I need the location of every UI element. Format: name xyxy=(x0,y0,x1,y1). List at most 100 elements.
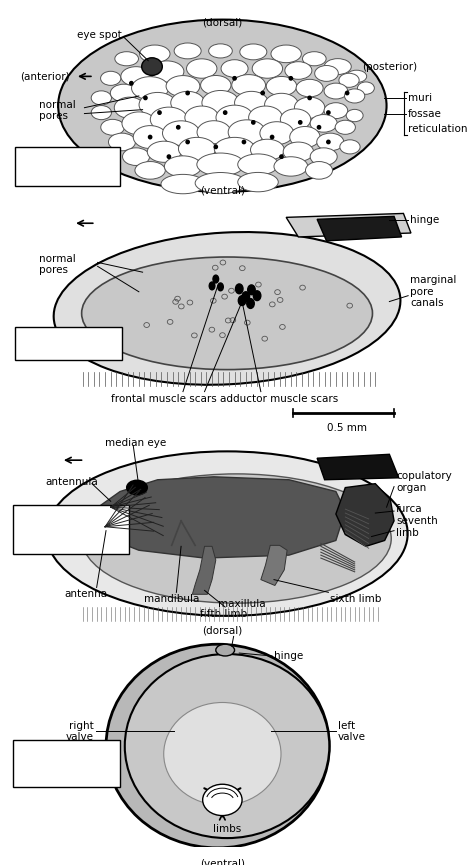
Ellipse shape xyxy=(54,232,401,385)
Ellipse shape xyxy=(224,111,227,114)
FancyBboxPatch shape xyxy=(15,327,122,361)
Ellipse shape xyxy=(135,162,165,179)
Ellipse shape xyxy=(106,644,329,848)
Ellipse shape xyxy=(142,58,162,75)
Ellipse shape xyxy=(187,59,217,78)
Ellipse shape xyxy=(213,275,219,283)
Ellipse shape xyxy=(163,121,200,145)
Ellipse shape xyxy=(233,77,236,80)
Ellipse shape xyxy=(150,107,187,131)
Ellipse shape xyxy=(271,135,273,138)
Text: copulatory
organ: copulatory organ xyxy=(396,471,452,492)
Ellipse shape xyxy=(147,141,181,163)
Ellipse shape xyxy=(203,785,242,816)
Ellipse shape xyxy=(339,74,359,87)
Text: antennula: antennula xyxy=(45,477,98,487)
Ellipse shape xyxy=(266,76,297,96)
Ellipse shape xyxy=(248,285,255,295)
Text: (dorsal): (dorsal) xyxy=(202,17,243,28)
Text: 0.5 mm: 0.5 mm xyxy=(327,423,367,433)
Ellipse shape xyxy=(214,138,255,160)
Ellipse shape xyxy=(327,111,330,114)
Ellipse shape xyxy=(335,120,356,134)
Text: (ventral): (ventral) xyxy=(200,186,245,195)
Ellipse shape xyxy=(209,282,215,290)
Ellipse shape xyxy=(100,71,121,86)
Ellipse shape xyxy=(271,45,301,62)
Ellipse shape xyxy=(289,77,292,80)
Ellipse shape xyxy=(249,106,283,129)
Ellipse shape xyxy=(115,52,138,66)
Ellipse shape xyxy=(148,135,152,138)
Ellipse shape xyxy=(197,121,231,144)
Polygon shape xyxy=(261,545,287,586)
Ellipse shape xyxy=(251,139,284,160)
Ellipse shape xyxy=(228,120,265,144)
Ellipse shape xyxy=(340,140,360,154)
Ellipse shape xyxy=(82,257,373,369)
Ellipse shape xyxy=(123,148,150,165)
Ellipse shape xyxy=(315,66,338,81)
Text: fifth limb: fifth limb xyxy=(200,609,247,619)
Ellipse shape xyxy=(216,106,253,130)
Ellipse shape xyxy=(308,96,311,99)
FancyBboxPatch shape xyxy=(13,740,120,787)
Ellipse shape xyxy=(150,61,184,82)
FancyArrowPatch shape xyxy=(228,788,240,814)
Ellipse shape xyxy=(294,97,325,119)
Text: furca: furca xyxy=(396,504,422,514)
Ellipse shape xyxy=(144,96,147,99)
Ellipse shape xyxy=(174,43,201,59)
Ellipse shape xyxy=(346,109,363,122)
Text: schematic
diagram
of section: schematic diagram of section xyxy=(40,747,93,780)
Ellipse shape xyxy=(346,92,349,95)
Text: frontal muscle scars: frontal muscle scars xyxy=(111,394,217,404)
Ellipse shape xyxy=(121,67,151,86)
Ellipse shape xyxy=(283,142,314,162)
Ellipse shape xyxy=(296,80,323,97)
Text: muri: muri xyxy=(408,93,432,103)
Ellipse shape xyxy=(302,52,326,66)
Ellipse shape xyxy=(290,126,320,148)
Ellipse shape xyxy=(218,283,223,291)
Ellipse shape xyxy=(317,133,344,151)
Ellipse shape xyxy=(318,125,320,129)
Text: sixth limb: sixth limb xyxy=(330,594,382,605)
Text: normal
pores: normal pores xyxy=(39,99,76,121)
Ellipse shape xyxy=(216,644,235,656)
FancyBboxPatch shape xyxy=(13,505,129,554)
Ellipse shape xyxy=(127,480,147,495)
Ellipse shape xyxy=(158,111,161,114)
Ellipse shape xyxy=(327,140,330,144)
Ellipse shape xyxy=(310,114,337,132)
Ellipse shape xyxy=(305,162,333,179)
Text: fossae: fossae xyxy=(408,109,442,119)
Ellipse shape xyxy=(260,122,294,144)
Text: maxillula: maxillula xyxy=(218,599,266,609)
Ellipse shape xyxy=(280,155,283,158)
Ellipse shape xyxy=(221,60,248,77)
Ellipse shape xyxy=(185,106,219,129)
Ellipse shape xyxy=(125,654,329,838)
Ellipse shape xyxy=(274,157,308,176)
Ellipse shape xyxy=(166,75,200,97)
Text: median eye: median eye xyxy=(105,438,166,447)
Ellipse shape xyxy=(247,298,254,309)
Ellipse shape xyxy=(232,74,265,96)
Ellipse shape xyxy=(139,93,176,117)
Ellipse shape xyxy=(197,153,244,176)
Ellipse shape xyxy=(122,112,156,135)
Ellipse shape xyxy=(238,172,278,192)
Polygon shape xyxy=(286,214,411,237)
Ellipse shape xyxy=(130,81,133,85)
Ellipse shape xyxy=(132,77,169,99)
Text: normal
pores: normal pores xyxy=(39,253,76,275)
Ellipse shape xyxy=(264,93,298,116)
Ellipse shape xyxy=(110,84,137,102)
Ellipse shape xyxy=(324,83,348,99)
FancyBboxPatch shape xyxy=(15,147,120,186)
Ellipse shape xyxy=(91,91,111,105)
Ellipse shape xyxy=(209,44,232,58)
Ellipse shape xyxy=(164,156,201,177)
Ellipse shape xyxy=(238,154,278,175)
